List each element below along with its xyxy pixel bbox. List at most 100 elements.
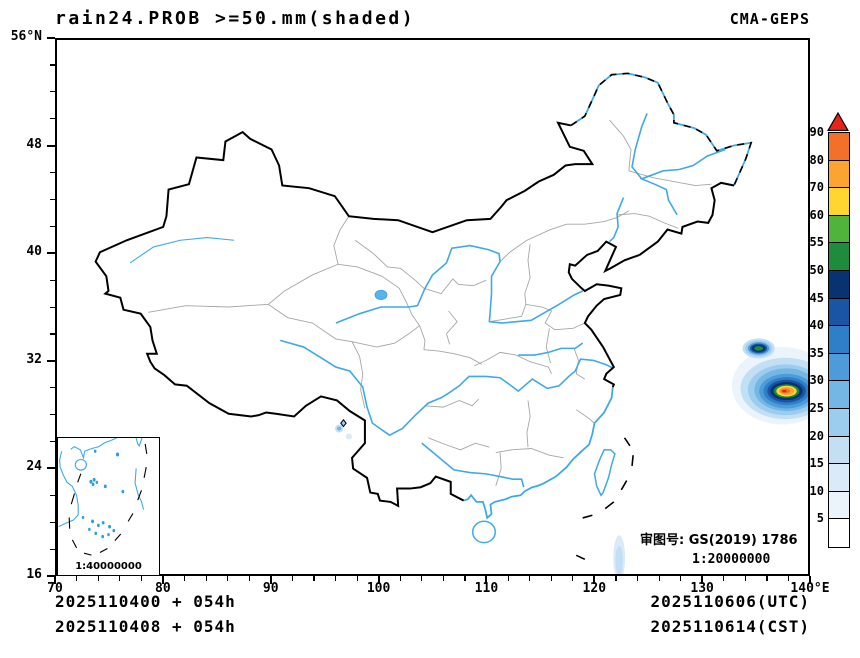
- lon-major-tick: [701, 576, 704, 584]
- coastline-south-blue: [464, 387, 615, 543]
- nine-dash-segments: [576, 438, 633, 559]
- lon-minor-tick: [399, 576, 401, 581]
- lon-minor-tick: [76, 576, 78, 581]
- lat-major-tick: [47, 252, 55, 255]
- rivers: [130, 113, 725, 487]
- lon-major-tick: [485, 576, 488, 584]
- lon-minor-tick: [334, 576, 337, 581]
- map-scale: 1:20000000: [692, 552, 771, 567]
- colorbar-segment: [829, 326, 849, 354]
- lon-minor-tick: [313, 576, 315, 581]
- prob-spots-southwest: [335, 424, 353, 440]
- lon-major-tick: [161, 576, 164, 584]
- colorbar-segment: [829, 436, 849, 465]
- colorbar-segment: [829, 464, 849, 492]
- lat-label: 40: [26, 244, 42, 260]
- lat-minor-tick: [50, 225, 55, 227]
- lat-label: 48: [26, 136, 42, 152]
- inset-nine-dash-line: [69, 444, 147, 555]
- lon-major-tick: [809, 576, 811, 584]
- lon-label: 140°E: [790, 581, 830, 596]
- valid-time-cst: 2025110614(CST): [650, 617, 810, 636]
- colorbar-arrow-shape: [827, 112, 849, 131]
- colorbar-segment: [829, 215, 849, 244]
- colorbar-segment: [829, 353, 849, 382]
- colorbar-label: 35: [809, 345, 824, 360]
- lat-minor-tick: [50, 172, 55, 174]
- lon-minor-tick: [680, 576, 682, 581]
- lon-minor-tick: [723, 576, 725, 581]
- colorbar-label: 45: [809, 290, 824, 305]
- lon-major-tick: [593, 576, 596, 584]
- lon-minor-tick: [766, 576, 768, 581]
- qinghai-lake: [375, 290, 387, 299]
- taiwan-outline: [595, 450, 615, 495]
- lat-major-tick: [47, 144, 55, 147]
- colorbar-segment: [829, 408, 849, 437]
- lon-minor-tick: [140, 576, 142, 581]
- lon-minor-tick: [615, 576, 617, 581]
- lon-label: 70: [47, 581, 63, 596]
- inset-scale-label: 1:40000000: [75, 561, 142, 572]
- lon-minor-tick: [572, 576, 574, 581]
- lon-minor-tick: [183, 576, 186, 581]
- colorbar-segment: [829, 519, 849, 547]
- lat-major-tick: [47, 467, 55, 470]
- colorbar-label: 15: [809, 456, 824, 471]
- lat-minor-tick: [50, 548, 55, 550]
- colorbar-label: 10: [809, 483, 824, 498]
- inset-svg: [58, 438, 159, 575]
- init-time-utc: 2025110400 + 054h: [55, 592, 236, 611]
- lon-minor-tick: [205, 576, 207, 581]
- lat-minor-tick: [50, 333, 55, 335]
- province-borders: [148, 120, 711, 486]
- colorbar-segment: [829, 188, 849, 216]
- colorbar-body: [828, 132, 850, 548]
- prob-streak-south: [613, 535, 626, 574]
- lon-minor-tick: [550, 576, 552, 581]
- lon-major-tick: [377, 576, 380, 584]
- lat-minor-tick: [50, 494, 55, 496]
- lon-minor-tick: [248, 576, 250, 581]
- colorbar-label: 70: [809, 180, 824, 195]
- lat-label: 16: [26, 567, 42, 582]
- colorbar-label: 40: [809, 318, 824, 333]
- colorbar-label: 50: [809, 263, 824, 277]
- colorbar-label: 20: [809, 428, 824, 443]
- colorbar-segment: [829, 160, 849, 189]
- footer-left: 2025110400 + 054h 2025110408 + 054h: [55, 589, 236, 639]
- lat-minor-tick: [50, 441, 55, 443]
- lat-label: 24: [26, 459, 42, 475]
- map-approval: 审图号: GS(2019) 1786 1:20000000: [640, 531, 798, 569]
- hainan-outline: [473, 521, 496, 542]
- prob-blob-main: [731, 347, 808, 425]
- lon-major-tick: [54, 576, 56, 584]
- lat-minor-tick: [50, 118, 55, 120]
- lon-minor-tick: [658, 576, 660, 581]
- colorbar-label: 25: [809, 401, 824, 415]
- lat-minor-tick: [50, 414, 55, 416]
- coastline-north-black: [569, 242, 640, 388]
- lon-label: 120: [582, 581, 607, 596]
- lon-minor-tick: [507, 576, 509, 581]
- lon-minor-tick: [97, 576, 99, 581]
- lon-minor-tick: [421, 576, 423, 581]
- inset-island-dots: [81, 449, 125, 539]
- colorbar-arrow: [827, 112, 849, 131]
- colorbar-label: 60: [809, 207, 824, 222]
- prob-blob-small: [742, 338, 775, 359]
- lat-minor-tick: [50, 91, 55, 93]
- colorbar-label: 80: [809, 152, 824, 167]
- diamond-marker: [341, 420, 346, 427]
- valid-time-utc: 2025110606(UTC): [650, 592, 810, 611]
- lon-label: 80: [155, 581, 171, 596]
- lat-minor-tick: [50, 198, 55, 201]
- lon-minor-tick: [356, 576, 358, 581]
- colorbar-segment: [829, 491, 849, 520]
- lat-minor-tick: [50, 521, 55, 523]
- lon-major-tick: [269, 576, 272, 584]
- colorbar-segment: [829, 381, 849, 409]
- lon-minor-tick: [787, 576, 790, 581]
- lon-minor-tick: [119, 576, 121, 581]
